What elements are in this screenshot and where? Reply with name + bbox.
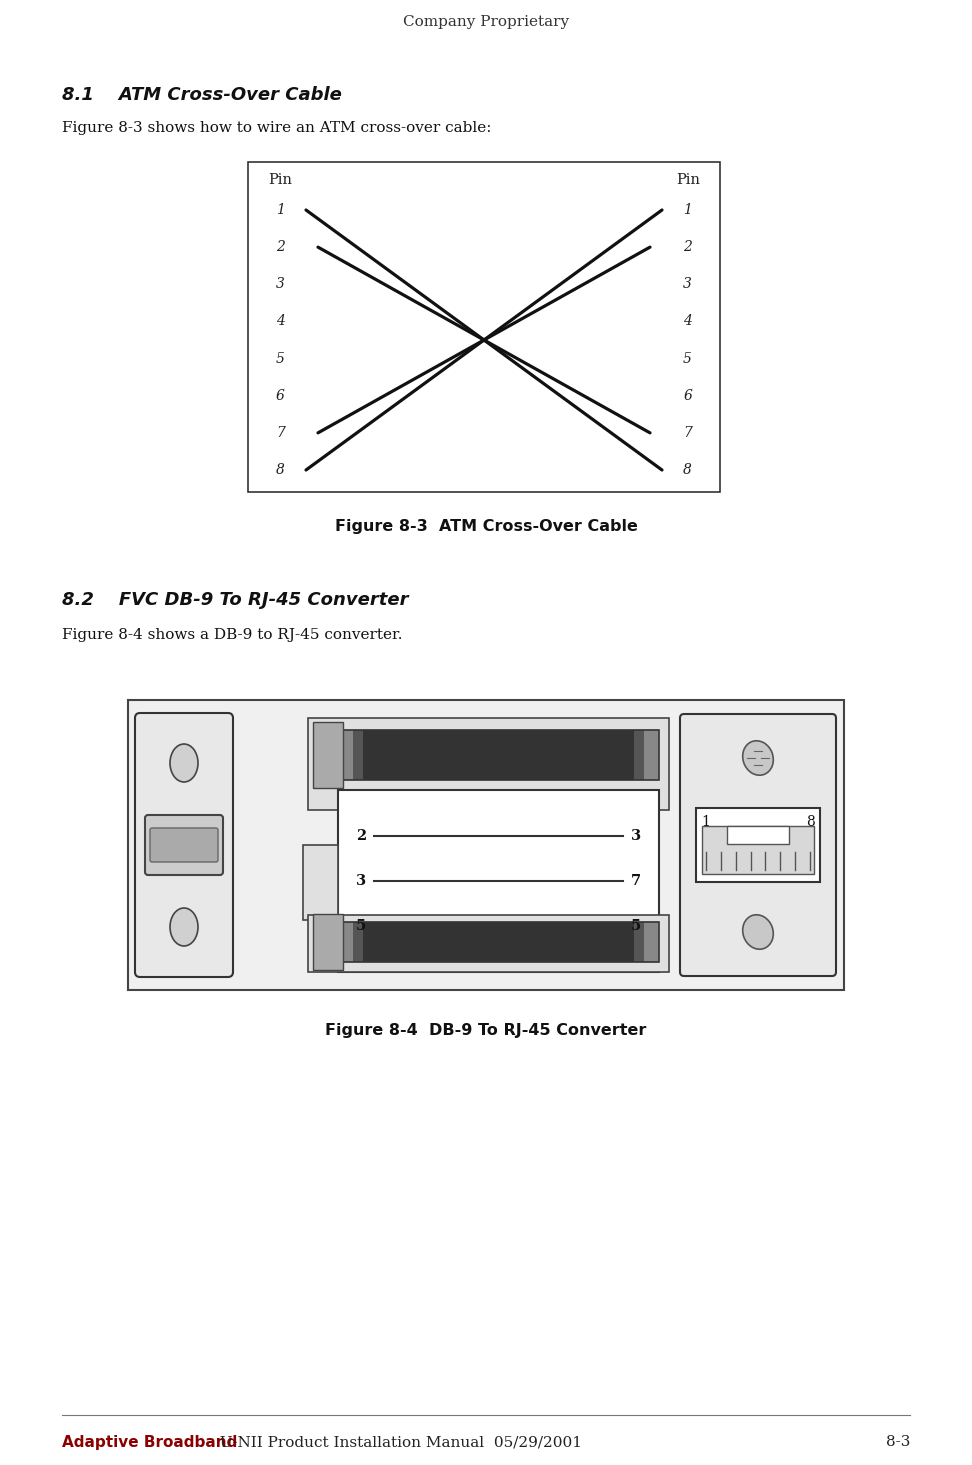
Text: 4: 4 [276,315,285,328]
Text: 6: 6 [683,388,692,403]
Text: 8: 8 [276,463,285,478]
Bar [338,730,659,779]
Bar [308,916,669,971]
Text: Figure 8-4  DB-9 To RJ-45 Converter: Figure 8-4 DB-9 To RJ-45 Converter [326,1023,646,1037]
Text: 5: 5 [276,352,285,366]
Text: U-NII Product Installation Manual  05/29/2001: U-NII Product Installation Manual 05/29/… [210,1436,582,1449]
Text: 3: 3 [356,875,366,888]
Bar [338,921,353,963]
Text: 8: 8 [683,463,692,478]
Text: 3: 3 [276,277,285,292]
Bar [353,921,363,963]
Text: 5: 5 [356,920,366,933]
Text: 2: 2 [683,240,692,253]
Ellipse shape [743,741,774,775]
Text: 4: 4 [683,315,692,328]
Bar [363,730,634,779]
Text: 8.2    FVC DB-9 To RJ-45 Converter: 8.2 FVC DB-9 To RJ-45 Converter [62,590,408,609]
Text: 7: 7 [276,426,285,440]
Text: 2: 2 [356,829,366,842]
FancyBboxPatch shape [150,828,218,861]
Bar [702,826,814,875]
Text: Figure 8-3  ATM Cross-Over Cable: Figure 8-3 ATM Cross-Over Cable [334,520,638,535]
Text: 8-3: 8-3 [885,1436,910,1449]
Bar [634,730,644,779]
Bar [634,921,644,963]
Bar [128,700,844,990]
Text: 3: 3 [683,277,692,292]
Text: Company Proprietary: Company Proprietary [403,15,569,29]
Bar [338,790,659,971]
Text: 7: 7 [631,875,641,888]
Text: Figure 8-3 shows how to wire an ATM cross-over cable:: Figure 8-3 shows how to wire an ATM cros… [62,122,492,135]
Text: Figure 8-4 shows a DB-9 to RJ-45 converter.: Figure 8-4 shows a DB-9 to RJ-45 convert… [62,628,402,642]
Text: 1: 1 [276,204,285,217]
Bar [313,914,343,970]
Text: 7: 7 [683,426,692,440]
FancyBboxPatch shape [680,713,836,976]
FancyBboxPatch shape [135,713,233,977]
Text: 6: 6 [276,388,285,403]
Bar [696,809,820,882]
Bar [727,826,789,844]
Text: Pin: Pin [676,173,700,188]
Ellipse shape [743,914,774,949]
Bar [248,163,720,492]
Text: 3: 3 [631,829,641,842]
Text: 5: 5 [683,352,692,366]
Bar [644,921,659,963]
Bar [303,845,338,920]
Text: Adaptive Broadband: Adaptive Broadband [62,1434,237,1449]
Text: 1: 1 [702,815,711,829]
Ellipse shape [170,744,198,782]
Text: 1: 1 [683,204,692,217]
Bar [308,718,669,810]
Bar [363,921,634,963]
Text: 8.1    ATM Cross-Over Cable: 8.1 ATM Cross-Over Cable [62,86,342,104]
Bar [644,730,659,779]
Text: Pin: Pin [268,173,292,188]
Ellipse shape [170,908,198,946]
Bar [353,730,363,779]
Text: 2: 2 [276,240,285,253]
Bar [338,730,353,779]
Text: 5: 5 [631,920,641,933]
Bar [338,921,659,963]
Bar [313,722,343,788]
FancyBboxPatch shape [145,815,223,875]
Text: 8: 8 [806,815,815,829]
